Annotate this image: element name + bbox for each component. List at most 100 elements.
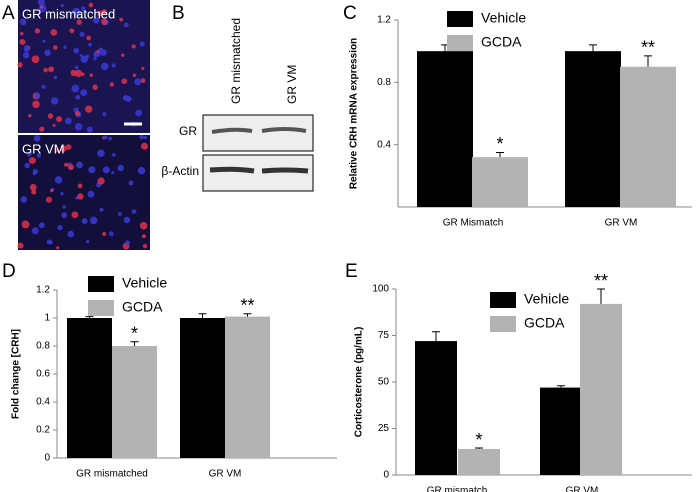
cell-dot: [28, 157, 36, 165]
y-tick-label: 0: [44, 453, 50, 464]
cell-dot: [75, 65, 79, 70]
x-tick-label: GR mismatched: [76, 469, 148, 480]
cell-dot: [125, 95, 132, 102]
cell-dot: [111, 152, 116, 157]
cell-dot: [69, 28, 75, 34]
cell-dot: [34, 92, 41, 99]
panel-label: D: [2, 261, 16, 282]
legend-label: Vehicle: [122, 275, 167, 291]
cell-dot: [60, 191, 64, 196]
cell-dot: [31, 189, 37, 195]
cell-dot: [50, 97, 59, 105]
cell-dot: [77, 183, 83, 189]
cell-dot: [72, 7, 81, 16]
cell-dot: [17, 62, 23, 68]
cell-dot: [102, 166, 110, 174]
cell-dot: [33, 135, 41, 142]
cell-dot: [123, 216, 131, 224]
cell-dot: [89, 216, 98, 225]
blot: [202, 114, 314, 152]
caption: GR VM: [22, 141, 65, 156]
cell-dot: [111, 63, 116, 68]
cell-dot: [50, 188, 54, 193]
cell-dot: [32, 100, 40, 109]
cell-dot: [134, 78, 142, 86]
cell-dot: [50, 29, 58, 36]
cell-dot: [119, 17, 124, 22]
cell-dot: [117, 211, 122, 216]
bar: [540, 387, 582, 475]
cell-dot: [143, 135, 148, 140]
y-tick-label: 0.2: [36, 425, 50, 436]
cell-dot: [24, 45, 29, 50]
cell-dot: [22, 51, 30, 59]
cell-dot: [28, 113, 32, 118]
cell-dot: [36, 153, 42, 158]
cell-dot: [140, 78, 146, 83]
cell-dot: [117, 164, 124, 172]
cell-dot: [74, 110, 81, 117]
x-tick-label: GR VM: [209, 469, 242, 480]
cell-dot: [141, 66, 145, 70]
cell-dot: [139, 221, 148, 230]
bar: [565, 51, 621, 207]
y-tick-label: 0: [383, 470, 389, 481]
x-tick-label: GR Mismatch: [443, 218, 504, 229]
cell-dot: [32, 168, 38, 175]
bar: [415, 341, 457, 475]
cell-dot: [97, 13, 102, 17]
cell-dot: [87, 190, 95, 198]
cell-dot: [45, 196, 53, 203]
cell-dot: [19, 38, 26, 46]
cell-dot: [71, 211, 79, 219]
y-tick-label: 0.8: [36, 341, 50, 352]
legend-label: Vehicle: [481, 10, 526, 26]
micrograph-top: [18, 0, 150, 133]
cell-dot: [79, 31, 85, 37]
panel-a: A GR mismatched GR VM: [2, 0, 150, 250]
error-bar: [644, 55, 652, 67]
cell-dot: [54, 176, 63, 184]
cell-dot: [140, 142, 149, 150]
legend-label: GCDA: [481, 34, 522, 50]
cell-dot: [76, 19, 82, 25]
cell-dot: [76, 161, 83, 169]
legend-swatch: [490, 316, 516, 332]
cell-dot: [81, 218, 88, 225]
significance-marker: *: [475, 430, 482, 450]
cell-dot: [135, 109, 143, 117]
cell-dot: [60, 3, 64, 8]
significance-marker: *: [496, 134, 503, 154]
cell-dot: [75, 94, 81, 100]
cell-dot: [121, 53, 125, 57]
panel-label: E: [345, 261, 358, 282]
panel-label: A: [2, 3, 15, 24]
legend-label: GCDA: [122, 299, 163, 315]
cell-dot: [98, 47, 103, 53]
error-bar: [432, 331, 440, 342]
cell-dot: [67, 164, 74, 171]
row-label: β-Actin: [161, 164, 199, 178]
y-tick-label: 100: [372, 284, 389, 295]
cell-dot: [80, 89, 88, 97]
y-tick-label: 1: [44, 313, 50, 324]
legend-swatch: [447, 11, 473, 27]
legend-swatch: [447, 35, 473, 51]
cell-dot: [86, 126, 93, 133]
cell-dot: [100, 62, 109, 71]
cell-dot: [74, 69, 83, 78]
cell-dot: [63, 45, 67, 49]
error-bar: [243, 313, 252, 317]
legend-label: Vehicle: [524, 291, 569, 307]
cell-dot: [93, 17, 100, 24]
cell-dot: [56, 246, 60, 250]
cell-dot: [27, 153, 31, 157]
bar: [620, 66, 676, 207]
legend-swatch: [88, 276, 114, 292]
cell-dot: [38, 222, 45, 229]
bar: [417, 51, 473, 207]
significance-marker: **: [641, 38, 655, 58]
cell-dot: [64, 117, 72, 125]
row-label: GR: [179, 124, 197, 138]
error-bar: [557, 385, 565, 388]
